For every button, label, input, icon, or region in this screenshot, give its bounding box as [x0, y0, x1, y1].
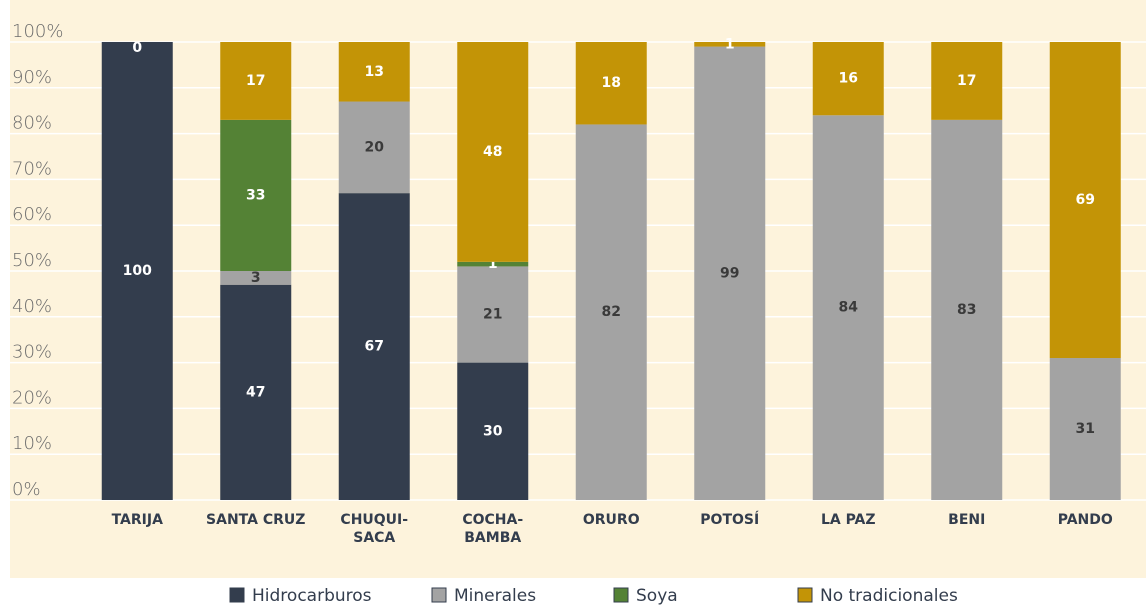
bar-segment	[931, 119, 1003, 501]
data-label: 21	[483, 307, 502, 323]
data-label: 1	[488, 256, 498, 272]
bar-segment	[338, 193, 410, 500]
legend-label: Minerales	[454, 586, 536, 606]
y-tick-label: 20%	[12, 387, 52, 408]
data-label: 33	[246, 187, 265, 203]
x-tick-label: ORURO	[583, 512, 640, 528]
bar-segment	[457, 266, 529, 363]
x-tick-label: BENI	[948, 512, 985, 528]
y-tick-label: 100%	[12, 21, 63, 42]
bar-segment	[220, 119, 292, 271]
bar-segment	[220, 271, 292, 285]
bar-segment	[1049, 358, 1121, 500]
bar-segment	[812, 115, 884, 500]
data-label: 31	[1076, 421, 1095, 437]
bar-segment	[220, 42, 292, 120]
data-label: 67	[365, 339, 384, 355]
y-tick-label: 0%	[12, 479, 41, 500]
data-label: 16	[839, 71, 858, 87]
data-label: 1	[725, 36, 735, 52]
y-tick-label: 60%	[12, 204, 52, 225]
bar-segment	[338, 101, 410, 194]
x-tick-label: LA PAZ	[821, 512, 876, 528]
legend-swatch	[229, 587, 245, 603]
data-label: 69	[1076, 192, 1095, 208]
data-label: 82	[602, 304, 621, 320]
data-label: 18	[602, 75, 621, 91]
data-label: 0	[132, 40, 142, 56]
data-label: 17	[246, 73, 265, 89]
bar-segment	[101, 42, 173, 500]
legend-label: Soya	[636, 586, 678, 606]
legend-label: Hidrocarburos	[252, 586, 372, 606]
bar-segment	[220, 284, 292, 500]
legend-label: No tradicionales	[820, 586, 958, 606]
data-label: 100	[123, 263, 152, 279]
bar-segment	[931, 42, 1003, 120]
x-tick-label: PANDO	[1058, 512, 1113, 528]
x-tick-label: SANTA CRUZ	[206, 512, 305, 528]
bar-segment	[694, 42, 766, 47]
y-tick-label: 40%	[12, 296, 52, 317]
bar-segment	[694, 46, 766, 501]
data-label: 30	[483, 423, 503, 439]
y-tick-label: 50%	[12, 250, 52, 271]
y-tick-label: 80%	[12, 113, 52, 134]
data-label: 17	[957, 73, 976, 89]
data-label: 48	[483, 144, 502, 160]
data-label: 47	[246, 384, 265, 400]
y-tick-label: 10%	[12, 433, 52, 454]
bar-segment	[338, 42, 410, 102]
x-tick-label: TARIJA	[112, 512, 163, 528]
y-tick-label: 70%	[12, 158, 52, 179]
data-label: 20	[365, 139, 385, 155]
bar-segment	[1049, 42, 1121, 359]
y-tick-label: 90%	[12, 67, 52, 88]
y-tick-label: 30%	[12, 342, 52, 363]
data-label: 83	[957, 302, 976, 318]
data-label: 3	[251, 270, 261, 286]
x-tick-label: CHUQUI-SACA	[340, 512, 408, 546]
legend-swatch	[797, 587, 813, 603]
bar-segment	[457, 42, 529, 262]
data-label: 13	[365, 64, 384, 80]
x-tick-label: COCHA-BAMBA	[462, 512, 523, 546]
data-label: 84	[839, 300, 859, 316]
bar-segment	[457, 261, 529, 267]
bar-segment	[812, 42, 884, 116]
legend-swatch	[431, 587, 447, 603]
x-tick-label: POTOSÍ	[700, 511, 759, 528]
bar-segment	[575, 42, 647, 125]
data-label: 99	[720, 265, 739, 281]
bar-segment	[575, 124, 647, 500]
legend-swatch	[613, 587, 629, 603]
bar-segment	[457, 362, 529, 500]
